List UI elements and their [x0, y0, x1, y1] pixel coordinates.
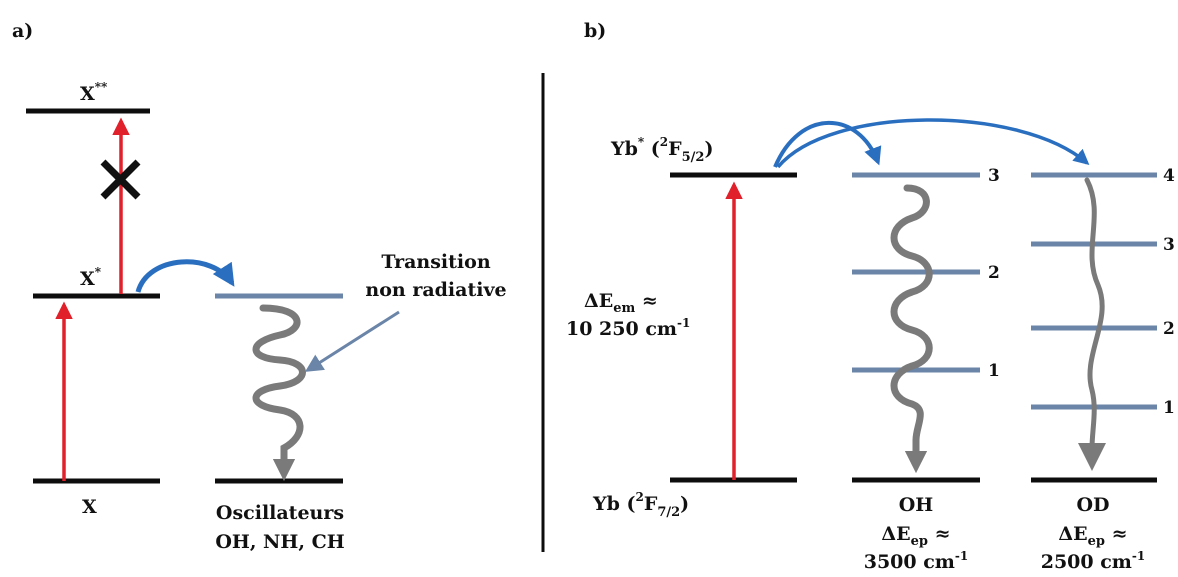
energy-transfer-arrow [135, 259, 235, 293]
delta-em-value: 10 250 cm-1 [566, 316, 690, 340]
x-star-label: X* [80, 265, 102, 290]
od-level-4-number: 4 [1163, 166, 1175, 186]
x-ground-label: X [82, 496, 97, 518]
transfer-arrow-yb-to-oh [773, 120, 882, 168]
oh-label: OH [899, 494, 934, 516]
od-relaxation-arrow [1084, 177, 1105, 451]
panel-a-label: a) [12, 20, 33, 42]
delta-em-label: ΔEem ≈ [584, 290, 658, 316]
od-label: OD [1076, 494, 1109, 516]
oh-vibrational-levels [852, 172, 980, 483]
od-level-1-number: 1 [1163, 398, 1175, 418]
annotation-pointer-arrow [304, 310, 400, 372]
od-delta-value: 2500 cm-1 [1041, 549, 1146, 573]
yb-excited-label: Yb* (2F5/2) [610, 135, 713, 165]
oscillators-label-line2: OH, NH, CH [215, 531, 344, 553]
panel-b-label: b) [584, 20, 606, 42]
transfer-arrow-yb-to-od [776, 118, 1090, 169]
yb-ground-label: Yb (2F7/2) [592, 490, 689, 520]
oh-level-3-number: 3 [988, 166, 1000, 186]
forbidden-cross-icon [100, 159, 141, 200]
transition-annotation-line1: Transition [381, 251, 490, 273]
transition-annotation-line2: non radiative [365, 279, 506, 301]
oh-delta-value: 3500 cm-1 [864, 549, 969, 573]
oh-delta-label: ΔEep ≈ [881, 523, 950, 549]
od-level-3-number: 3 [1163, 235, 1175, 255]
nonradiative-relaxation-arrow [252, 304, 306, 482]
oh-level-1-number: 1 [988, 361, 1000, 381]
x-double-star-label: X** [80, 80, 108, 105]
oh-relaxation-arrow [890, 184, 933, 474]
od-relaxation-arrowhead [1078, 443, 1106, 471]
od-level-2-number: 2 [1163, 319, 1175, 339]
oscillators-label-line1: Oscillateurs [216, 502, 344, 524]
oh-level-2-number: 2 [988, 263, 1000, 283]
od-delta-label: ΔEep ≈ [1058, 523, 1127, 549]
